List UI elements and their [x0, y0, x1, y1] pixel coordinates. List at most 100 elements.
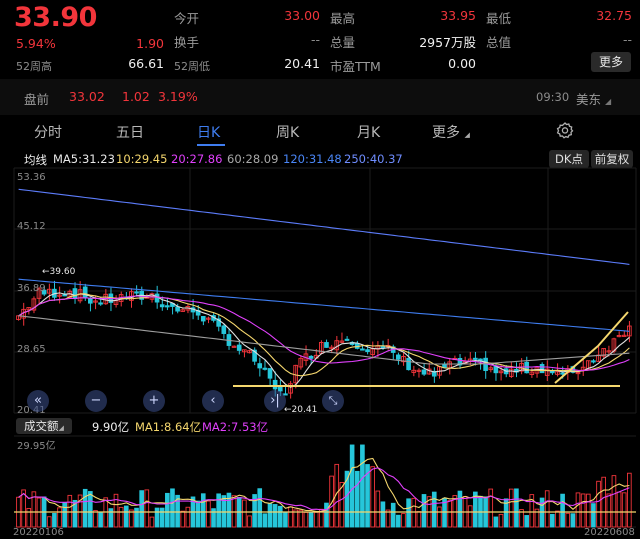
tab-more[interactable]: 更多 ◢ — [432, 122, 470, 142]
volume-bar — [354, 470, 360, 528]
candle — [473, 352, 478, 366]
candle — [457, 354, 463, 369]
ma10-value: 10:29.45 — [116, 152, 168, 166]
premarket-price: 33.02 — [69, 89, 105, 104]
moving-average-lines — [18, 188, 630, 388]
volume-bar — [144, 489, 150, 528]
left-icon[interactable]: ‹ — [202, 390, 224, 412]
volume-bar — [360, 444, 365, 528]
volume-bar — [519, 509, 524, 528]
volume-bar — [93, 510, 98, 528]
volume-bar — [216, 493, 221, 528]
change-percent: 5.94% — [16, 36, 56, 51]
candle — [206, 316, 211, 324]
pe-label: 市盈TTM — [330, 59, 381, 74]
price-axis-2: 45.12 — [17, 221, 46, 232]
premarket-pct: 3.19% — [158, 89, 198, 104]
volume-bar — [231, 495, 237, 528]
trend-line — [554, 345, 599, 384]
volume-bar — [575, 492, 581, 528]
candle — [267, 368, 273, 386]
tab-weekly-k[interactable]: 周K — [276, 125, 300, 141]
tab-daily-k[interactable]: 日K — [197, 125, 221, 141]
volume-bar — [385, 509, 391, 528]
volume-bar — [534, 508, 540, 528]
candle — [616, 331, 622, 338]
ma60-value: 60:28.09 — [227, 152, 279, 166]
volume-bar — [57, 507, 62, 528]
w52-high-value: 66.61 — [128, 56, 164, 71]
volume-bar — [154, 507, 160, 528]
volume-bar — [488, 488, 494, 528]
zoom-out-icon[interactable]: − — [85, 390, 107, 412]
volume-bar — [349, 444, 355, 528]
volume-bar — [195, 500, 201, 528]
low-marker: ←20.41 — [284, 405, 317, 415]
candle — [550, 368, 555, 375]
volume-bar — [308, 512, 314, 528]
volume-bar — [457, 490, 463, 528]
more-button[interactable]: 更多 — [591, 52, 631, 72]
volume-bar — [303, 511, 309, 528]
candle — [242, 349, 247, 358]
volume-bar — [601, 476, 606, 528]
candle — [88, 297, 93, 312]
tab-monthly-k[interactable]: 月K — [357, 125, 381, 141]
tab-five-day[interactable]: 五日 — [116, 125, 144, 141]
volume-bar — [529, 494, 535, 528]
candle — [257, 357, 263, 377]
double-left-icon[interactable]: « — [27, 390, 49, 412]
tab-intraday[interactable]: 分时 — [34, 125, 62, 141]
volume-bar — [380, 501, 386, 528]
volume-bar — [606, 493, 612, 528]
candle — [442, 361, 447, 369]
price-axis-5: 20.41 — [17, 405, 46, 416]
candle — [41, 285, 47, 297]
mcap-value: -- — [622, 32, 632, 47]
candle — [57, 286, 62, 304]
zoom-in-icon[interactable]: + — [143, 390, 165, 412]
volume-bar — [247, 515, 252, 528]
candle — [514, 362, 519, 378]
volume-bars — [16, 444, 632, 528]
volume-bar — [159, 507, 165, 528]
candle — [354, 340, 360, 350]
volume-bar — [226, 492, 232, 528]
active-tab-indicator — [197, 144, 225, 146]
volume-bar — [185, 506, 191, 528]
volume-bar — [88, 491, 93, 528]
ma-legend: 均线 MA5:31.23 10:29.45 20:27.86 60:28.09 … — [0, 150, 640, 168]
timezone-selector[interactable]: 美东 ◢ — [576, 89, 611, 108]
turnover-label: 换手 — [174, 35, 200, 50]
caret-down-icon: ◢ — [605, 97, 612, 106]
volume-bar — [211, 508, 216, 528]
volume-bar — [324, 502, 329, 528]
volume-bar — [221, 495, 227, 528]
premarket-time: 09:30 — [536, 90, 570, 104]
candle — [534, 366, 540, 378]
ma-label[interactable]: 均线 — [24, 153, 47, 167]
expand-icon[interactable]: ⤡ — [322, 390, 344, 412]
volume-total-label: 总量 — [330, 35, 356, 50]
volume-bar — [242, 499, 247, 528]
adjust-mode-button[interactable]: 前复权 — [591, 150, 633, 168]
settings-gear-icon[interactable] — [556, 121, 574, 139]
dk-point-button[interactable]: DK点 — [549, 150, 589, 168]
candle — [200, 315, 206, 326]
volume-bar — [431, 491, 437, 528]
volume-bar — [77, 494, 83, 528]
volume-indicator-selector[interactable]: 成交额◢ — [16, 418, 72, 434]
volume-bar — [447, 500, 452, 528]
volume-bar — [293, 509, 298, 528]
volume-bar — [473, 491, 478, 528]
candle — [226, 328, 232, 350]
right-end-icon[interactable]: ›| — [264, 390, 286, 412]
volume-bar — [72, 499, 78, 528]
candle — [580, 359, 586, 376]
caret-down-icon: ◢ — [58, 424, 64, 432]
volume-bar — [524, 515, 529, 528]
volume-bar — [329, 475, 334, 528]
candle — [575, 372, 581, 380]
volume-bar — [134, 507, 139, 528]
